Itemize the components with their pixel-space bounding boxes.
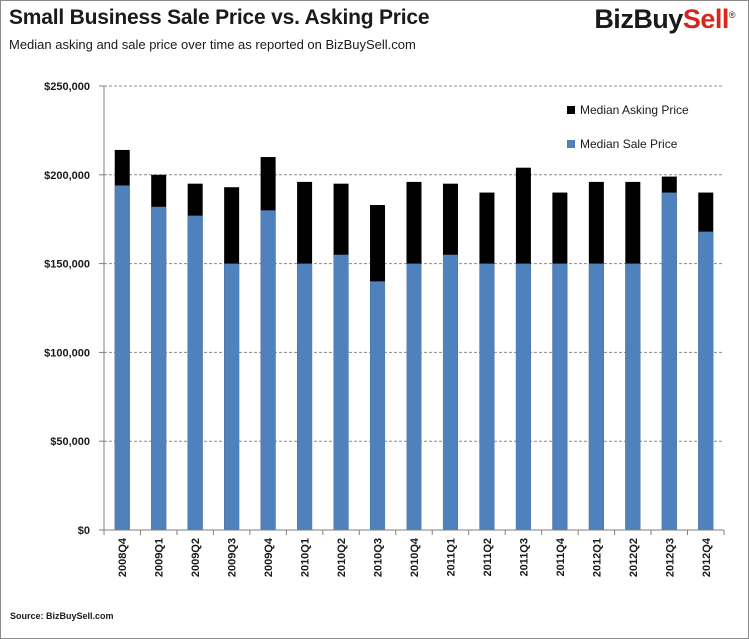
axes: $0 $50,000 $100,000 $150,000 $200,000 $250,00… [44, 81, 725, 577]
x-tick-label: 2009Q1 [154, 538, 166, 577]
source-note: Source: BizBuySell.com [10, 611, 114, 621]
x-tick-label: 2010Q2 [336, 538, 348, 577]
bar-sale-2012Q4 [698, 231, 714, 530]
bar-sale-2010Q4 [406, 263, 422, 530]
bar-sale-2012Q2 [625, 263, 641, 530]
y-tick-label: $250,000 [44, 81, 90, 93]
bar-sale-2011Q1 [442, 254, 458, 530]
legend: Median Asking Price Median Sale Price [567, 103, 689, 151]
bar-sale-2011Q4 [552, 263, 568, 530]
x-tick-label: 2012Q2 [628, 538, 640, 577]
bar-sale-2009Q3 [224, 263, 240, 530]
legend-swatch [567, 140, 575, 148]
bar-sale-2009Q1 [151, 206, 167, 530]
x-tick-label: 2011Q1 [445, 538, 457, 577]
x-tick-label: 2010Q4 [409, 537, 421, 577]
y-tick-label: $200,000 [44, 170, 90, 182]
x-tick-label: 2011Q3 [518, 538, 530, 577]
x-tick-label: 2010Q1 [300, 538, 312, 577]
bizbuysell-logo: BizBuySell® [594, 4, 735, 34]
bar-sale-2011Q3 [515, 263, 531, 530]
bars [114, 149, 714, 531]
x-tick-label: 2010Q3 [373, 538, 385, 577]
x-tick-label: 2012Q4 [701, 537, 713, 577]
y-tick-label: $50,000 [50, 436, 90, 448]
y-tick-label: $150,000 [44, 259, 90, 271]
bar-sale-2009Q2 [187, 215, 203, 530]
bar-sale-2011Q2 [479, 263, 495, 530]
x-tick-label: 2011Q2 [482, 538, 494, 577]
bar-sale-2010Q3 [370, 281, 386, 530]
legend-label: Median Asking Price [580, 103, 689, 117]
bar-sale-2010Q1 [297, 263, 313, 530]
x-tick-label: 2009Q2 [190, 538, 202, 577]
bar-sale-2010Q2 [333, 254, 349, 530]
legend-swatch [567, 106, 575, 114]
x-tick-label: 2011Q4 [555, 537, 567, 576]
x-tick-label: 2009Q3 [227, 538, 239, 577]
x-tick-label: 2012Q1 [591, 538, 603, 577]
bar-sale-2009Q4 [260, 210, 276, 530]
y-tick-label: $100,000 [44, 347, 90, 359]
chart-title: Small Business Sale Price vs. Asking Pri… [9, 6, 430, 29]
bar-sale-2012Q3 [661, 192, 677, 530]
x-tick-label: 2012Q3 [664, 538, 676, 577]
x-tick-label: 2008Q4 [117, 537, 129, 577]
legend-label: Median Sale Price [580, 137, 678, 151]
bar-sale-2012Q1 [588, 263, 604, 530]
y-tick-label: $0 [78, 525, 90, 537]
chart-subtitle: Median asking and sale price over time a… [9, 37, 416, 52]
x-tick-label: 2009Q4 [263, 537, 275, 577]
bar-sale-2008Q4 [114, 185, 130, 530]
